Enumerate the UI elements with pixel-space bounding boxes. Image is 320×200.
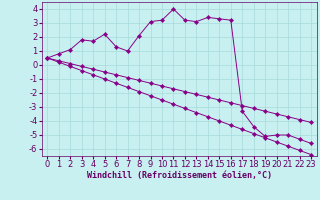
X-axis label: Windchill (Refroidissement éolien,°C): Windchill (Refroidissement éolien,°C) <box>87 171 272 180</box>
